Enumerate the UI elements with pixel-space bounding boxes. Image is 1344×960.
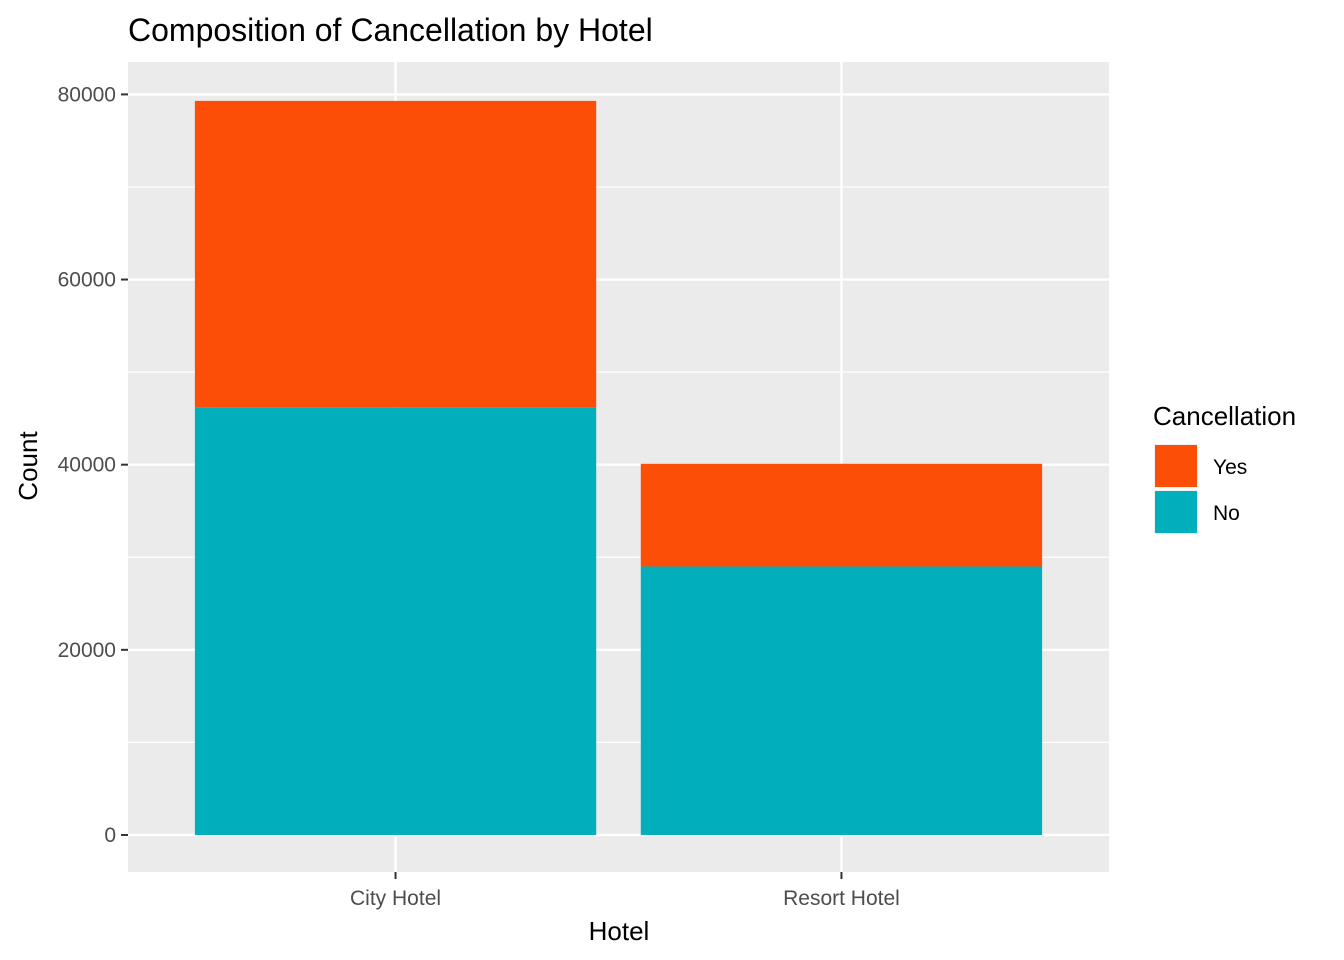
bar-segment bbox=[194, 407, 597, 835]
y-tick-label: 0 bbox=[104, 824, 116, 847]
bar-segment bbox=[640, 566, 1043, 835]
bar-segment bbox=[194, 100, 597, 408]
legend-swatch bbox=[1155, 491, 1197, 533]
legend-label: No bbox=[1213, 502, 1240, 525]
x-axis-title: Hotel bbox=[589, 916, 650, 946]
y-tick-label: 80000 bbox=[58, 83, 116, 106]
bar-segment bbox=[640, 463, 1043, 567]
chart-title: Composition of Cancellation by Hotel bbox=[128, 12, 653, 48]
legend-label: Yes bbox=[1213, 456, 1247, 479]
legend: Cancellation Yes No bbox=[1153, 401, 1296, 534]
x-axis: City Hotel Resort Hotel bbox=[350, 872, 900, 910]
x-tick-label: City Hotel bbox=[350, 887, 441, 910]
y-tick-label: 60000 bbox=[58, 269, 116, 292]
y-tick-label: 20000 bbox=[58, 639, 116, 662]
legend-entries: Yes No bbox=[1154, 444, 1247, 534]
legend-title: Cancellation bbox=[1153, 401, 1296, 431]
y-axis: 0 20000 40000 60000 80000 bbox=[58, 83, 128, 847]
bars bbox=[194, 100, 1043, 835]
y-tick-label: 40000 bbox=[58, 454, 116, 477]
x-tick-label: Resort Hotel bbox=[783, 887, 900, 910]
legend-swatch bbox=[1155, 445, 1197, 487]
y-axis-title: Count bbox=[13, 431, 43, 501]
